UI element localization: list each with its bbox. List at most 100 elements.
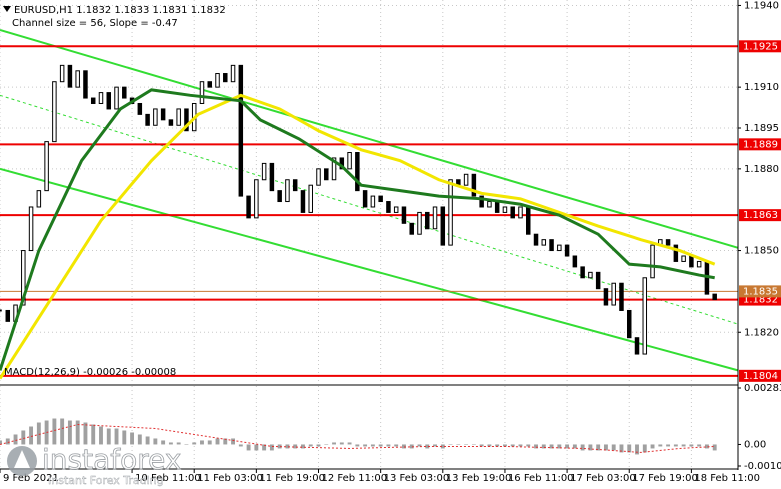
macd-bar	[285, 444, 290, 449]
macd-bar	[440, 444, 445, 449]
macd-bar	[479, 444, 484, 447]
level-label: 1.1804	[743, 371, 778, 382]
candle	[184, 108, 189, 132]
macd-bar	[0, 440, 2, 445]
macd-bar	[324, 444, 329, 445]
candle	[370, 195, 376, 208]
candle	[681, 255, 686, 262]
macd-bar	[99, 426, 103, 445]
candle	[487, 201, 492, 208]
candle	[308, 184, 313, 213]
candle	[5, 309, 11, 322]
candle	[36, 190, 42, 208]
macd-bar	[666, 444, 671, 447]
macd-bar	[355, 444, 360, 447]
y-tick-label: 1.1820	[744, 327, 779, 338]
candle	[494, 201, 500, 213]
macd-bar	[386, 444, 391, 447]
level-label-box	[739, 138, 781, 151]
macd-bar	[207, 440, 212, 445]
x-tick-label: 12 Feb 11:00	[322, 473, 388, 484]
candle	[300, 190, 306, 213]
macd-bar	[60, 418, 65, 445]
candle	[502, 206, 508, 213]
macd-bar	[603, 444, 608, 451]
candle	[510, 206, 515, 219]
level-label-box	[739, 369, 781, 382]
candle	[160, 108, 166, 121]
candle	[642, 277, 648, 355]
candle	[114, 86, 119, 110]
candle	[479, 195, 484, 208]
candle	[689, 255, 694, 268]
candle	[277, 190, 282, 203]
candle	[75, 70, 80, 88]
x-tick-label: 13 Feb 19:00	[446, 473, 512, 484]
x-tick-label: 9 Feb 2021	[3, 473, 59, 484]
channel-line	[0, 28, 739, 249]
candle	[603, 288, 609, 306]
macd-bar	[565, 444, 570, 449]
candle	[230, 64, 236, 83]
macd-bar	[409, 444, 414, 449]
candle	[324, 168, 329, 181]
macd-bar	[448, 444, 453, 445]
candle	[432, 206, 438, 230]
macd-bar	[246, 444, 251, 451]
macd-bar	[642, 444, 647, 453]
macd-bar	[106, 428, 111, 445]
candle	[611, 282, 616, 306]
candle	[153, 108, 158, 126]
macd-bar	[557, 444, 562, 449]
candle	[619, 282, 624, 311]
macd-bar	[650, 444, 655, 449]
candle	[471, 173, 477, 197]
macd-bar	[308, 444, 313, 447]
macd-y-tick-label: 0.00283	[744, 383, 781, 394]
macd-bar	[588, 444, 593, 451]
current-price-label: 1.1835	[743, 286, 778, 297]
level-label: 1.1863	[743, 210, 778, 221]
candle	[665, 239, 671, 246]
macd-bar	[137, 434, 142, 445]
macd-bar	[471, 444, 476, 445]
macd-bar	[510, 444, 515, 447]
candle	[98, 92, 104, 104]
macd-bar	[402, 444, 406, 449]
candle	[137, 102, 143, 115]
macd-bar	[184, 444, 189, 445]
macd-bar	[145, 436, 150, 445]
macd-bar	[13, 434, 18, 445]
macd-bar	[681, 444, 686, 447]
plot-area	[0, 0, 739, 469]
macd-bar	[712, 444, 717, 451]
x-tick-label: 18 Feb 11:00	[694, 473, 760, 484]
moving-average	[0, 88, 715, 371]
candle	[518, 206, 523, 219]
candle	[316, 168, 321, 186]
candle	[223, 73, 228, 83]
candle	[0, 309, 2, 312]
macd-bar	[36, 422, 41, 445]
candle	[580, 266, 585, 279]
candle	[401, 206, 407, 224]
candle	[52, 81, 57, 143]
x-tick-label: 11 Feb 19:00	[259, 473, 325, 484]
candle	[90, 97, 96, 104]
macd-bar	[704, 444, 709, 449]
macd-bar	[518, 444, 523, 447]
candle	[59, 64, 65, 83]
macd-bar	[161, 440, 166, 445]
candle	[564, 244, 570, 257]
level-label: 1.1832	[743, 295, 778, 306]
logo-mark	[14, 450, 30, 468]
candle	[440, 206, 446, 246]
macd-bar	[487, 444, 492, 447]
macd-bar	[635, 444, 639, 455]
macd-bar	[425, 444, 430, 449]
candle	[712, 293, 717, 301]
candle	[533, 233, 539, 246]
logo-tagline: Instant Forex Trading	[48, 474, 164, 487]
